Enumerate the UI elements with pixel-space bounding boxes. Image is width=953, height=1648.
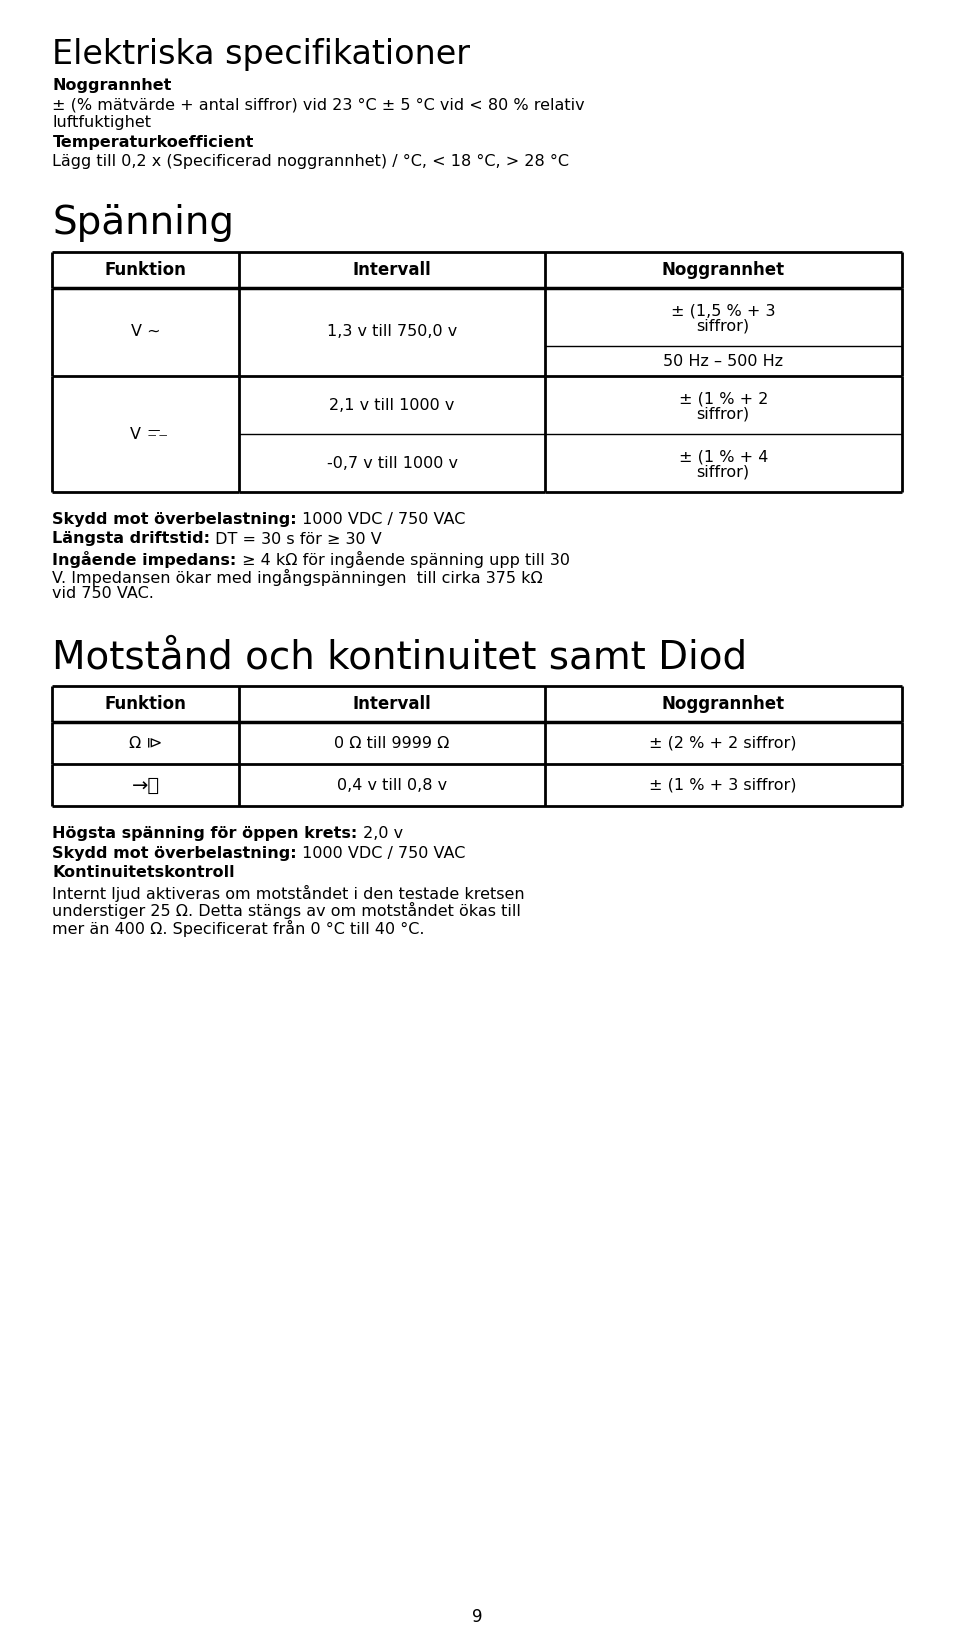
Text: siffror): siffror) bbox=[696, 407, 749, 422]
Text: Längsta driftstid:: Längsta driftstid: bbox=[52, 532, 211, 547]
Text: siffror): siffror) bbox=[696, 318, 749, 333]
Text: vid 750 VAC.: vid 750 VAC. bbox=[52, 587, 154, 602]
Text: Noggrannhet: Noggrannhet bbox=[661, 695, 784, 714]
Text: ± (1 % + 3 siffror): ± (1 % + 3 siffror) bbox=[649, 778, 796, 793]
Text: ± (1,5 % + 3: ± (1,5 % + 3 bbox=[670, 303, 775, 318]
Text: V: V bbox=[130, 427, 141, 442]
Text: ± (1 % + 2: ± (1 % + 2 bbox=[678, 392, 767, 407]
Text: — —: — — bbox=[148, 430, 167, 440]
Text: Lägg till 0,2 x (Specificerad noggrannhet) / °C, < 18 °C, > 28 °C: Lägg till 0,2 x (Specificerad noggrannhe… bbox=[52, 153, 569, 170]
Text: Högsta spänning för öppen krets:: Högsta spänning för öppen krets: bbox=[52, 826, 357, 840]
Text: mer än 400 Ω. Specificerat från 0 °C till 40 °C.: mer än 400 Ω. Specificerat från 0 °C til… bbox=[52, 920, 424, 936]
Text: Skydd mot överbelastning:: Skydd mot överbelastning: bbox=[52, 513, 296, 527]
Text: Noggrannhet: Noggrannhet bbox=[52, 77, 172, 92]
Text: Funktion: Funktion bbox=[105, 695, 187, 714]
Text: ± (% mätvärde + antal siffror) vid 23 °C ± 5 °C vid < 80 % relativ: ± (% mätvärde + antal siffror) vid 23 °C… bbox=[52, 97, 584, 112]
Text: DT = 30 s för ≥ 30 V: DT = 30 s för ≥ 30 V bbox=[211, 532, 382, 547]
Text: ≥ 4 kΩ för ingående spänning upp till 30: ≥ 4 kΩ för ingående spänning upp till 30 bbox=[236, 550, 569, 569]
Text: Internt ljud aktiveras om motståndet i den testade kretsen: Internt ljud aktiveras om motståndet i d… bbox=[52, 885, 524, 901]
Text: -0,7 v till 1000 v: -0,7 v till 1000 v bbox=[326, 455, 457, 470]
Text: siffror): siffror) bbox=[696, 465, 749, 480]
Text: Kontinuitetskontroll: Kontinuitetskontroll bbox=[52, 865, 234, 880]
Text: 0,4 v till 0,8 v: 0,4 v till 0,8 v bbox=[336, 778, 447, 793]
Text: 1000 VDC / 750 VAC: 1000 VDC / 750 VAC bbox=[296, 845, 465, 860]
Text: V ~: V ~ bbox=[131, 325, 160, 339]
Text: Ω ⧐: Ω ⧐ bbox=[129, 735, 162, 750]
Text: ± (1 % + 4: ± (1 % + 4 bbox=[678, 450, 767, 465]
Text: Noggrannhet: Noggrannhet bbox=[661, 260, 784, 279]
Text: 50 Hz – 500 Hz: 50 Hz – 500 Hz bbox=[662, 354, 782, 369]
Text: V. Impedansen ökar med ingångspänningen  till cirka 375 kΩ: V. Impedansen ökar med ingångspänningen … bbox=[52, 569, 542, 585]
Text: 2,0 v: 2,0 v bbox=[357, 826, 402, 840]
Text: 0 Ω till 9999 Ω: 0 Ω till 9999 Ω bbox=[335, 735, 449, 750]
Text: Ingående impedans:: Ingående impedans: bbox=[52, 550, 236, 569]
Text: —: — bbox=[148, 425, 160, 437]
Text: 2,1 v till 1000 v: 2,1 v till 1000 v bbox=[329, 397, 455, 412]
Text: luftfuktighet: luftfuktighet bbox=[52, 115, 152, 130]
Text: Spänning: Spänning bbox=[52, 204, 234, 242]
Text: 1000 VDC / 750 VAC: 1000 VDC / 750 VAC bbox=[296, 513, 465, 527]
Text: Intervall: Intervall bbox=[353, 260, 431, 279]
Text: Intervall: Intervall bbox=[353, 695, 431, 714]
Text: 1,3 v till 750,0 v: 1,3 v till 750,0 v bbox=[327, 325, 456, 339]
Text: Skydd mot överbelastning:: Skydd mot överbelastning: bbox=[52, 845, 296, 860]
Text: Temperaturkoefficient: Temperaturkoefficient bbox=[52, 135, 253, 150]
Text: Funktion: Funktion bbox=[105, 260, 187, 279]
Text: Elektriska specifikationer: Elektriska specifikationer bbox=[52, 38, 470, 71]
Text: understiger 25 Ω. Detta stängs av om motståndet ökas till: understiger 25 Ω. Detta stängs av om mot… bbox=[52, 901, 520, 920]
Text: Motstånd och kontinuitet samt Diod: Motstånd och kontinuitet samt Diod bbox=[52, 638, 747, 676]
Text: ± (2 % + 2 siffror): ± (2 % + 2 siffror) bbox=[649, 735, 796, 750]
Text: →⎹: →⎹ bbox=[132, 776, 160, 794]
Text: 9: 9 bbox=[471, 1608, 482, 1627]
